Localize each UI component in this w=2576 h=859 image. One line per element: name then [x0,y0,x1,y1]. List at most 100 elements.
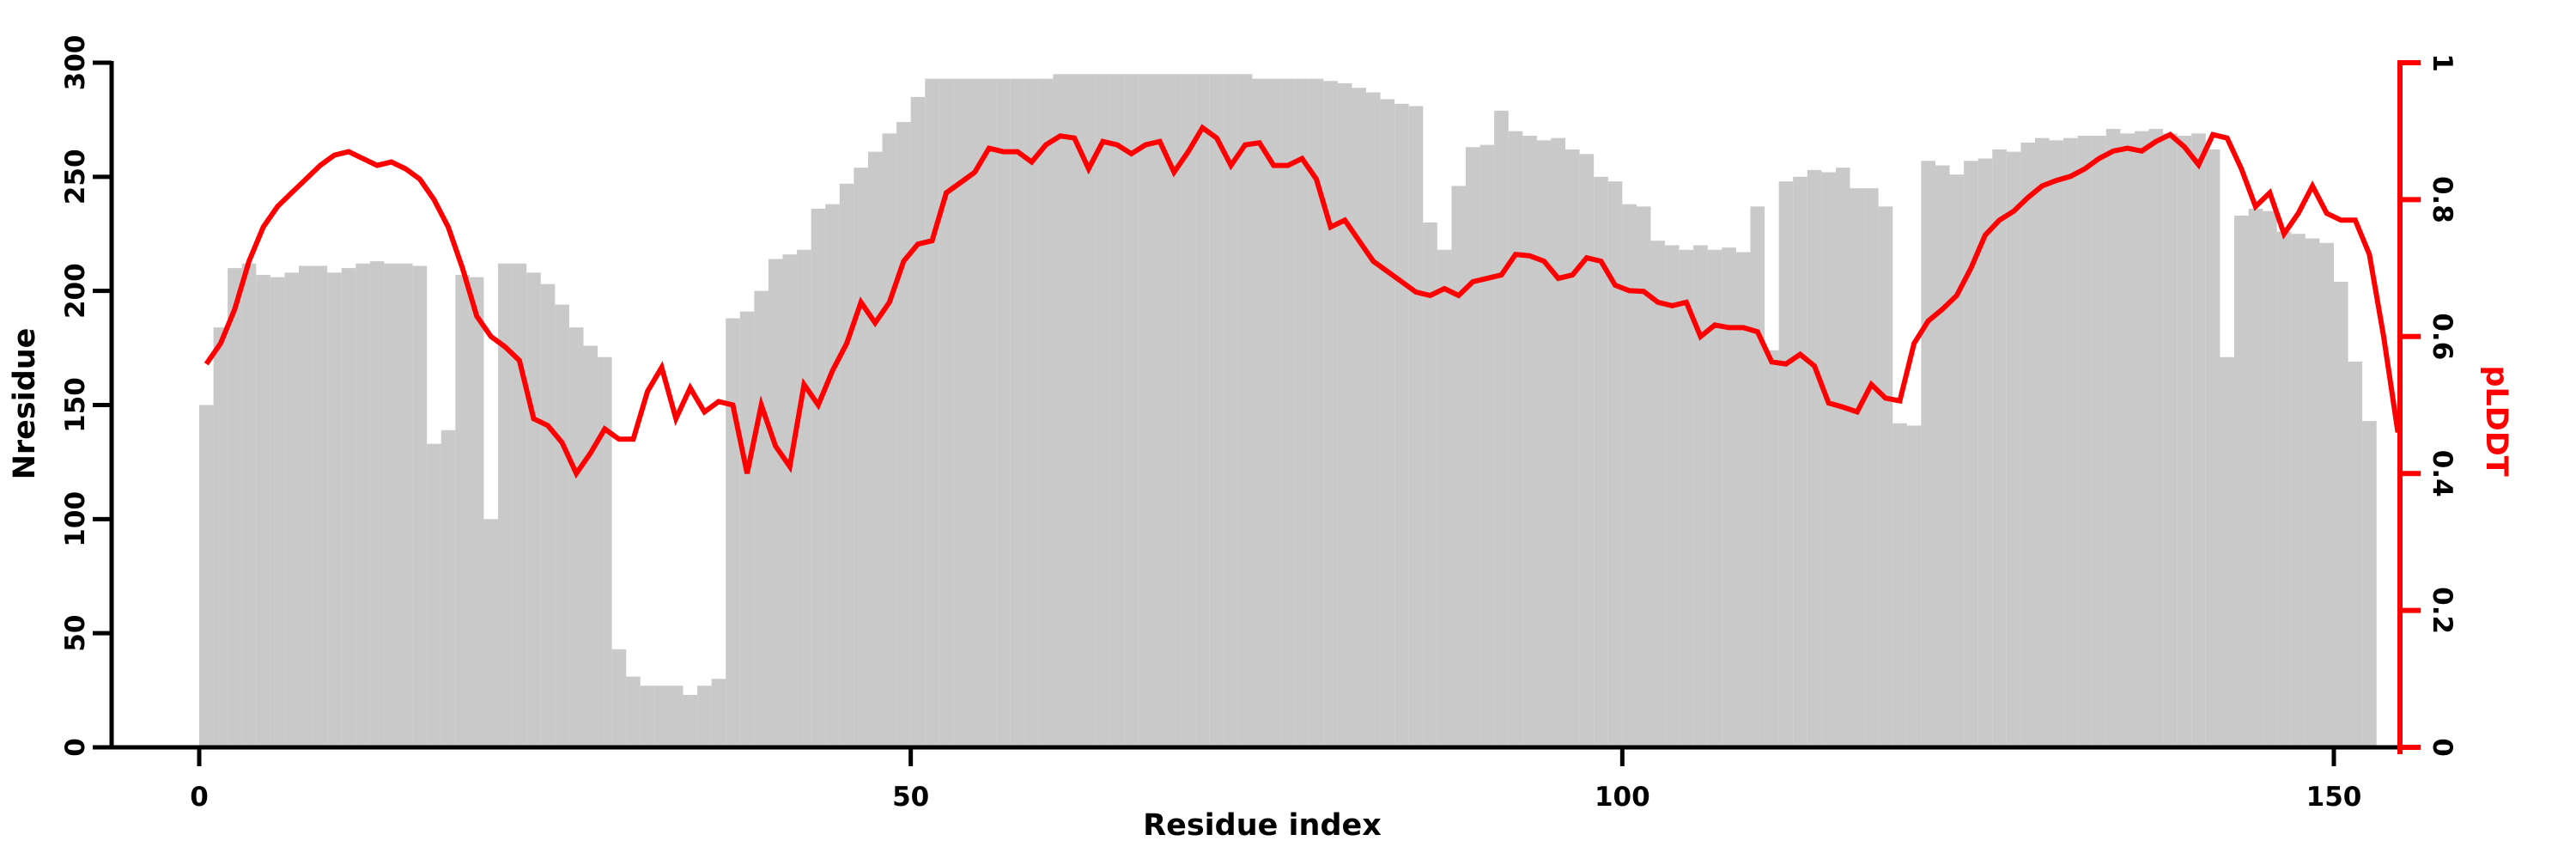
nresidue-bar [1964,161,1978,748]
nresidue-bar [1309,78,1324,748]
nresidue-bar [1949,174,1965,747]
nresidue-bar [854,168,868,747]
nresidue-bar [398,263,413,747]
nresidue-bar [540,283,556,747]
plddt-line [204,124,2401,479]
nresidue-bar [270,277,285,748]
nresidue-bar [512,263,527,747]
nresidue-bar [1579,154,1595,747]
nresidue-bar [1352,88,1367,748]
nresidue-bar [2276,231,2292,748]
nresidue-bar [2077,136,2093,747]
nresidue-bar [341,268,356,748]
nresidue-bar [953,78,968,748]
nresidue-bar [626,676,641,747]
nresidue-bar [939,78,954,748]
right-tick-label: 0 [2427,738,2458,757]
nresidue-bar [355,263,370,747]
nresidue-bar [1024,78,1039,748]
nresidue-bar [1237,74,1253,747]
nresidue-bar [967,78,982,748]
right-tick-label: 0.8 [2427,176,2458,223]
nresidue-bar [1323,81,1338,747]
nresidue-bar [455,275,470,747]
nresidue-bar [1551,137,1566,748]
nresidue-bar [867,151,883,748]
right-tick-label: 0.6 [2427,313,2458,360]
nresidue-bar [1508,131,1523,747]
nresidue-bar [1636,206,1651,747]
nresidue-bar [1722,247,1736,747]
nresidue-bar [1878,206,1893,747]
left-tick-label: 200 [60,263,91,319]
nresidue-bar [1735,252,1751,747]
nresidue-bar [797,249,811,748]
nresidue-bar [1166,74,1182,747]
nresidue-bar [711,679,726,747]
nresidue-bar [583,345,598,747]
nresidue-bar [1765,350,1779,747]
right-axis-title: pLDDT [2479,365,2513,476]
nresidue-bar [981,78,997,748]
nresidue-bar [2120,133,2135,748]
nresidue-bar [1679,249,1694,748]
nresidue-bar [1280,78,1296,748]
nresidue-bar [1380,99,1395,747]
nresidue-bar [1209,74,1224,747]
nresidue-bar [1850,188,1865,747]
nresidue-bar [1394,103,1409,747]
left-tick-label: 250 [60,149,91,204]
nresidue-bar [611,649,627,747]
nresidue-bar [1665,245,1680,747]
nresidue-bar [384,263,399,747]
nresidue-bar [213,327,228,747]
x-tick-label: 100 [1595,782,1650,813]
left-tick-label: 150 [60,377,91,433]
nresidue-bar [1038,78,1054,748]
nresidue-bar [1081,74,1097,747]
nresidue-bar [1707,249,1722,748]
nresidue-bar [2020,142,2035,748]
nresidue-bar [1010,78,1025,748]
nresidue-bar [1893,423,1907,747]
nresidue-bar [1181,74,1196,747]
nresidue-bar [1124,74,1139,747]
nresidue-bar [1096,74,1110,747]
nresidue-bar [1295,78,1309,748]
nresidue-bar [2205,149,2221,747]
nresidue-bar [555,304,569,747]
nresidue-bar [697,685,712,747]
nresidue-bar [2134,131,2149,747]
nresidue-bar [568,327,584,747]
nresidue-bar [825,204,840,747]
nresidue-bar [882,133,897,748]
nresidue-bar [768,259,783,748]
nresidue-bar [1437,249,1452,748]
nresidue-bar [1622,204,1637,747]
nresidue-bar [1053,74,1067,747]
nresidue-bar [2105,129,2121,748]
left-axis-title: Nresidue [8,328,42,480]
nresidue-bar [369,261,385,747]
nresidue-bar [1195,74,1210,747]
right-tick-label: 0.4 [2427,450,2458,497]
right-tick-label: 1 [2427,53,2458,72]
left-tick-label: 300 [60,35,91,91]
nresidue-bar [1066,74,1082,747]
nresidue-bar [1594,176,1608,747]
nresidue-bar [2333,282,2348,747]
nresidue-bar [1906,425,1922,747]
nresidue-bar [1366,92,1381,748]
x-axis-title: Residue index [1143,808,1382,843]
nresidue-bar [2092,136,2106,747]
x-tick-label: 0 [190,782,209,813]
nresidue-bar [1864,188,1879,747]
nresidue-bar [2305,238,2320,747]
nresidue-bar [284,272,300,747]
nresidue-bar [1479,144,1495,747]
nresidue-bar [469,277,484,748]
nresidue-bar [256,275,270,747]
nresidue-bar [668,685,683,747]
